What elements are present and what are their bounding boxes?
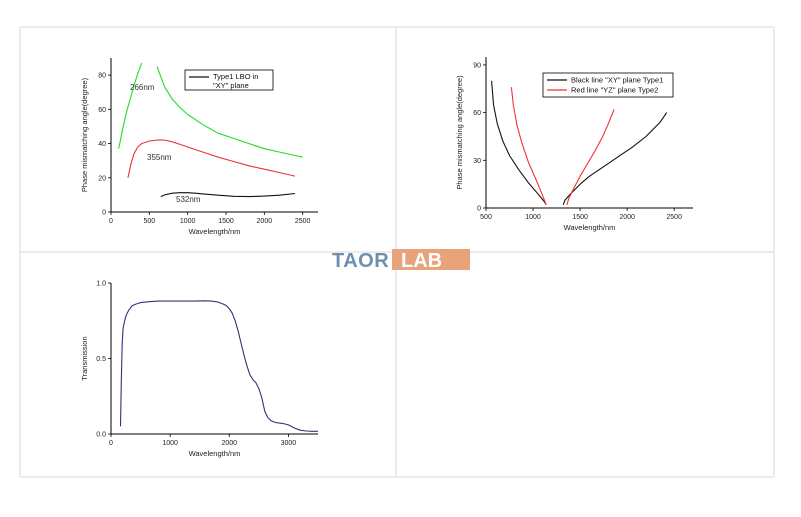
x-tick-label: 1000: [525, 214, 541, 221]
chart-phase-matching-lbo-type1: 0 500 1000 1500 2000 2500 0 20 40 60 80 Wavelength/…: [80, 58, 318, 236]
y-tick-label: 0: [102, 210, 106, 217]
x-tick-label: 3000: [281, 440, 297, 447]
legend-entry: Black line "XY" plane Type1: [571, 76, 663, 85]
series-line-0-1: [156, 66, 303, 158]
y-tick-label: 1.0: [96, 281, 106, 288]
y-tick-label: 0: [477, 206, 481, 213]
series-line-1-1: [566, 109, 615, 205]
y-tick-label: 90: [473, 62, 481, 69]
x-tick-label: 1000: [162, 440, 178, 447]
x-tick-label: 2500: [666, 214, 682, 221]
series-line-2-0: [160, 192, 296, 198]
y-axis-label: Phase mismatching angle(degree): [80, 77, 89, 192]
legend-entry: "XY" plane: [213, 81, 249, 90]
watermark-text-lab: LAB: [401, 250, 442, 272]
watermark-logo: TAOR LAB: [332, 249, 470, 272]
x-tick-label: 500: [143, 218, 155, 225]
y-axis-label: Transmission: [80, 336, 89, 380]
x-tick-label: 2500: [295, 218, 311, 225]
x-axis-label: Wavelength/nm: [189, 227, 241, 236]
series-line-0-0: [118, 62, 143, 149]
annotation-label: 266nm: [130, 83, 155, 92]
y-tick-label: 20: [98, 175, 106, 182]
series-line-1-0: [127, 139, 296, 178]
y-tick-label: 40: [98, 141, 106, 148]
y-tick-label: 30: [473, 158, 481, 165]
x-tick-label: 1500: [218, 218, 234, 225]
x-tick-label: 2000: [221, 440, 237, 447]
x-tick-label: 1500: [572, 214, 588, 221]
annotation-label: 532nm: [176, 195, 201, 204]
x-tick-label: 0: [109, 440, 113, 447]
watermark-text-taor: TAOR: [332, 250, 389, 272]
chart-phase-matching-xy-yz: 500 1000 1500 2000 2500 0 30 60 90 Wavelength/nm P…: [455, 57, 693, 232]
x-tick-label: 0: [109, 218, 113, 225]
x-axis-label: Wavelength/nm: [564, 223, 616, 232]
watermark-lab-box: [392, 249, 470, 270]
legend-box: [184, 69, 274, 91]
series-line-1-0: [510, 87, 547, 205]
legend-box: [542, 72, 674, 98]
chart-transmission: 0 1000 2000 3000 0.0 0.5 1.0 Wavelength/nm Trans…: [80, 281, 318, 458]
y-axis-label: Phase mismatching angle(degree): [455, 75, 464, 190]
x-tick-label: 1000: [180, 218, 196, 225]
legend-entry: Red line "YZ" plane Type2: [571, 86, 658, 95]
y-tick-label: 60: [473, 110, 481, 117]
x-axis-label: Wavelength/nm: [189, 449, 241, 458]
legend: Type1 LBO in"XY" plane: [184, 69, 274, 91]
x-tick-label: 2000: [257, 218, 273, 225]
legend-entry: Type1 LBO in: [213, 72, 258, 81]
y-tick-label: 0.5: [96, 356, 106, 363]
series-line-0-1: [562, 112, 668, 205]
x-tick-label: 2000: [619, 214, 635, 221]
y-tick-label: 80: [98, 73, 106, 80]
x-tick-label: 500: [480, 214, 492, 221]
annotation-label: 355nm: [147, 153, 172, 162]
series-line-0-0: [491, 80, 547, 206]
series-line-0-0: [119, 300, 318, 432]
y-tick-label: 0.0: [96, 432, 106, 439]
y-tick-label: 60: [98, 107, 106, 114]
